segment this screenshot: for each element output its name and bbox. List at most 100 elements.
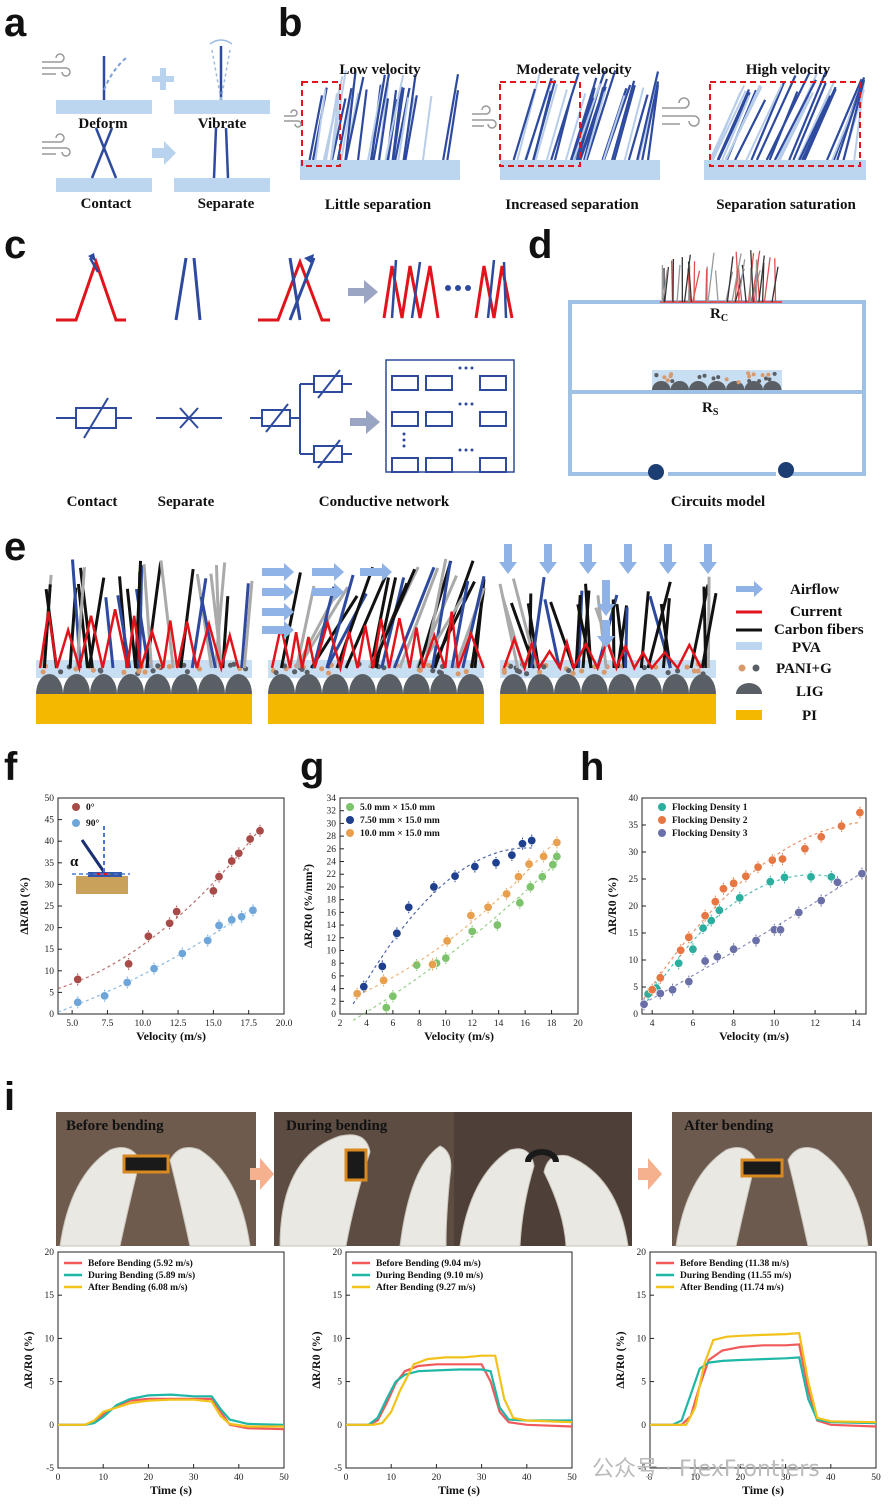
x-tick-label: 10 (386, 1473, 396, 1483)
y-tick-label: 20 (629, 902, 639, 912)
y-tick-label: 40 (629, 794, 639, 804)
y-tick-label: 32 (327, 807, 337, 817)
data-point (718, 884, 728, 894)
legend-label: During Bending (11.55 m/s) (680, 1270, 791, 1281)
y-tick-label: 25 (629, 875, 639, 885)
y-tick-label: 24 (327, 858, 337, 868)
y-axis-label: ΔR/R0 (%) (17, 877, 31, 934)
series-line (58, 1398, 284, 1428)
data-point (655, 988, 665, 998)
data-point (688, 944, 698, 954)
data-point (165, 918, 175, 928)
data-point (767, 855, 777, 865)
chart-f: 5.0 7.5 10.0 12.5 15.0 17.5 20.0 0 5 10 15 20 25 30 35… (17, 794, 293, 1043)
y-tick-label: 20 (45, 924, 55, 934)
data-point (524, 859, 534, 869)
legend-label: During Bending (9.10 m/s) (376, 1270, 483, 1281)
panel-c-schematic: Contact Separate Conductive network (56, 253, 515, 510)
y-tick-label: 40 (45, 837, 55, 847)
label-contact: Contact (81, 196, 132, 212)
panel-label-c: c (4, 223, 26, 267)
y-tick-label: 5 (49, 1378, 54, 1388)
x-tick-label: 12.5 (170, 1019, 187, 1029)
data-point (483, 902, 493, 912)
data-point (741, 871, 751, 881)
data-point (517, 839, 527, 849)
data-point (73, 974, 83, 984)
legend-label: 5.0 mm × 15.0 mm (360, 803, 435, 813)
data-point (857, 869, 867, 879)
data-point (429, 882, 439, 892)
label-high-velocity: High velocity (746, 62, 831, 78)
x-tick-label: 20 (573, 1019, 583, 1029)
data-point (428, 959, 438, 969)
data-point (655, 973, 665, 983)
x-tick-label: 15.0 (205, 1019, 222, 1029)
label-separation-saturation: Separation saturation (716, 197, 856, 213)
data-point (214, 872, 224, 882)
label-after-bending: After bending (684, 1118, 774, 1134)
airflow-arrow-icon (736, 581, 763, 597)
data-point (778, 854, 788, 864)
x-tick-label: 14 (494, 1019, 504, 1029)
y-tick-label: 6 (331, 972, 336, 982)
data-point (700, 911, 710, 921)
label-before-bending: Before bending (66, 1118, 164, 1134)
chart-h: 4 6 8 10 12 14 0 5 10 15 20 25 30 35 40 Velocity (m/s) Δ… (605, 794, 867, 1043)
panel-d-circuit: RC RS Circuits model (568, 250, 866, 510)
x-tick-label: 6 (691, 1019, 696, 1029)
y-tick-label: 10 (45, 1334, 55, 1344)
data-point (73, 997, 83, 1007)
label-separate: Separate (198, 196, 255, 212)
x-tick-label: 0 (344, 1473, 349, 1483)
data-point (450, 871, 460, 881)
x-tick-label: 0 (648, 1473, 653, 1483)
panel-e-schematic: Airflow Current Carbon fibers PVA PANI+G… (36, 544, 864, 724)
panel-label-d: d (528, 223, 552, 267)
data-point (780, 872, 790, 882)
legend-label: 90° (86, 818, 100, 829)
y-axis-label: ΔR/R0 (%) (613, 1331, 627, 1388)
series-line (346, 1354, 573, 1426)
legend-label: Before Bending (5.92 m/s) (88, 1258, 193, 1269)
legend-label: Flocking Density 1 (672, 803, 748, 813)
data-point (507, 850, 517, 860)
data-point (676, 945, 686, 955)
x-tick-label: 12 (810, 1019, 820, 1029)
data-point (143, 931, 153, 941)
series-line (346, 1368, 572, 1426)
series-line (346, 1363, 573, 1428)
data-point (513, 872, 523, 882)
panel-label-g: g (300, 745, 324, 789)
data-point (729, 878, 739, 888)
alpha-label: α (70, 854, 79, 870)
panel-b-schematic: Low velocity Moderate velocity High velo… (284, 62, 866, 213)
data-point (539, 851, 549, 861)
x-tick-label: 20.0 (276, 1019, 293, 1029)
y-tick-label: 10 (327, 946, 337, 956)
data-point (816, 832, 826, 842)
legend-pani-g: PANI+G (776, 661, 832, 677)
x-tick-label: 30 (477, 1473, 487, 1483)
x-tick-label: 5.0 (66, 1019, 78, 1029)
data-point (172, 907, 182, 917)
data-point (248, 905, 258, 915)
y-tick-label: 5 (337, 1378, 342, 1388)
legend-label: After Bending (9.27 m/s) (376, 1282, 476, 1293)
data-point (352, 989, 362, 999)
x-tick-label: 40 (234, 1473, 244, 1483)
y-tick-label: 15 (637, 1291, 647, 1301)
y-tick-label: 30 (45, 880, 55, 890)
data-point (700, 956, 710, 966)
label-little-separation: Little separation (325, 197, 432, 213)
data-point (674, 958, 684, 968)
data-point (525, 882, 535, 892)
y-tick-label: 10 (629, 956, 639, 966)
data-point (729, 944, 739, 954)
y-axis-label: ΔR/R0 (%) (309, 1331, 323, 1388)
data-point (806, 872, 816, 882)
data-point (502, 889, 512, 899)
data-point (227, 915, 237, 925)
